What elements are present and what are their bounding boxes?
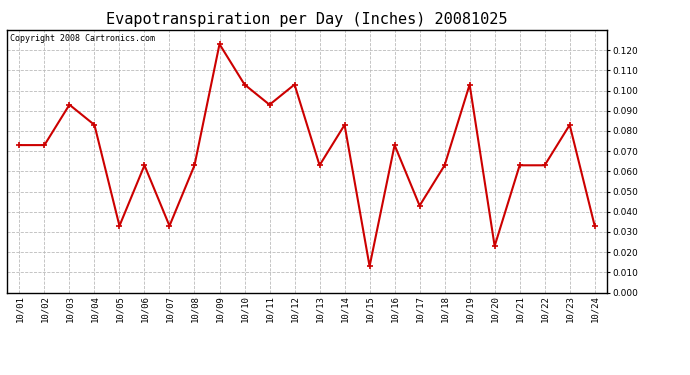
Title: Evapotranspiration per Day (Inches) 20081025: Evapotranspiration per Day (Inches) 2008…	[106, 12, 508, 27]
Text: Copyright 2008 Cartronics.com: Copyright 2008 Cartronics.com	[10, 34, 155, 43]
